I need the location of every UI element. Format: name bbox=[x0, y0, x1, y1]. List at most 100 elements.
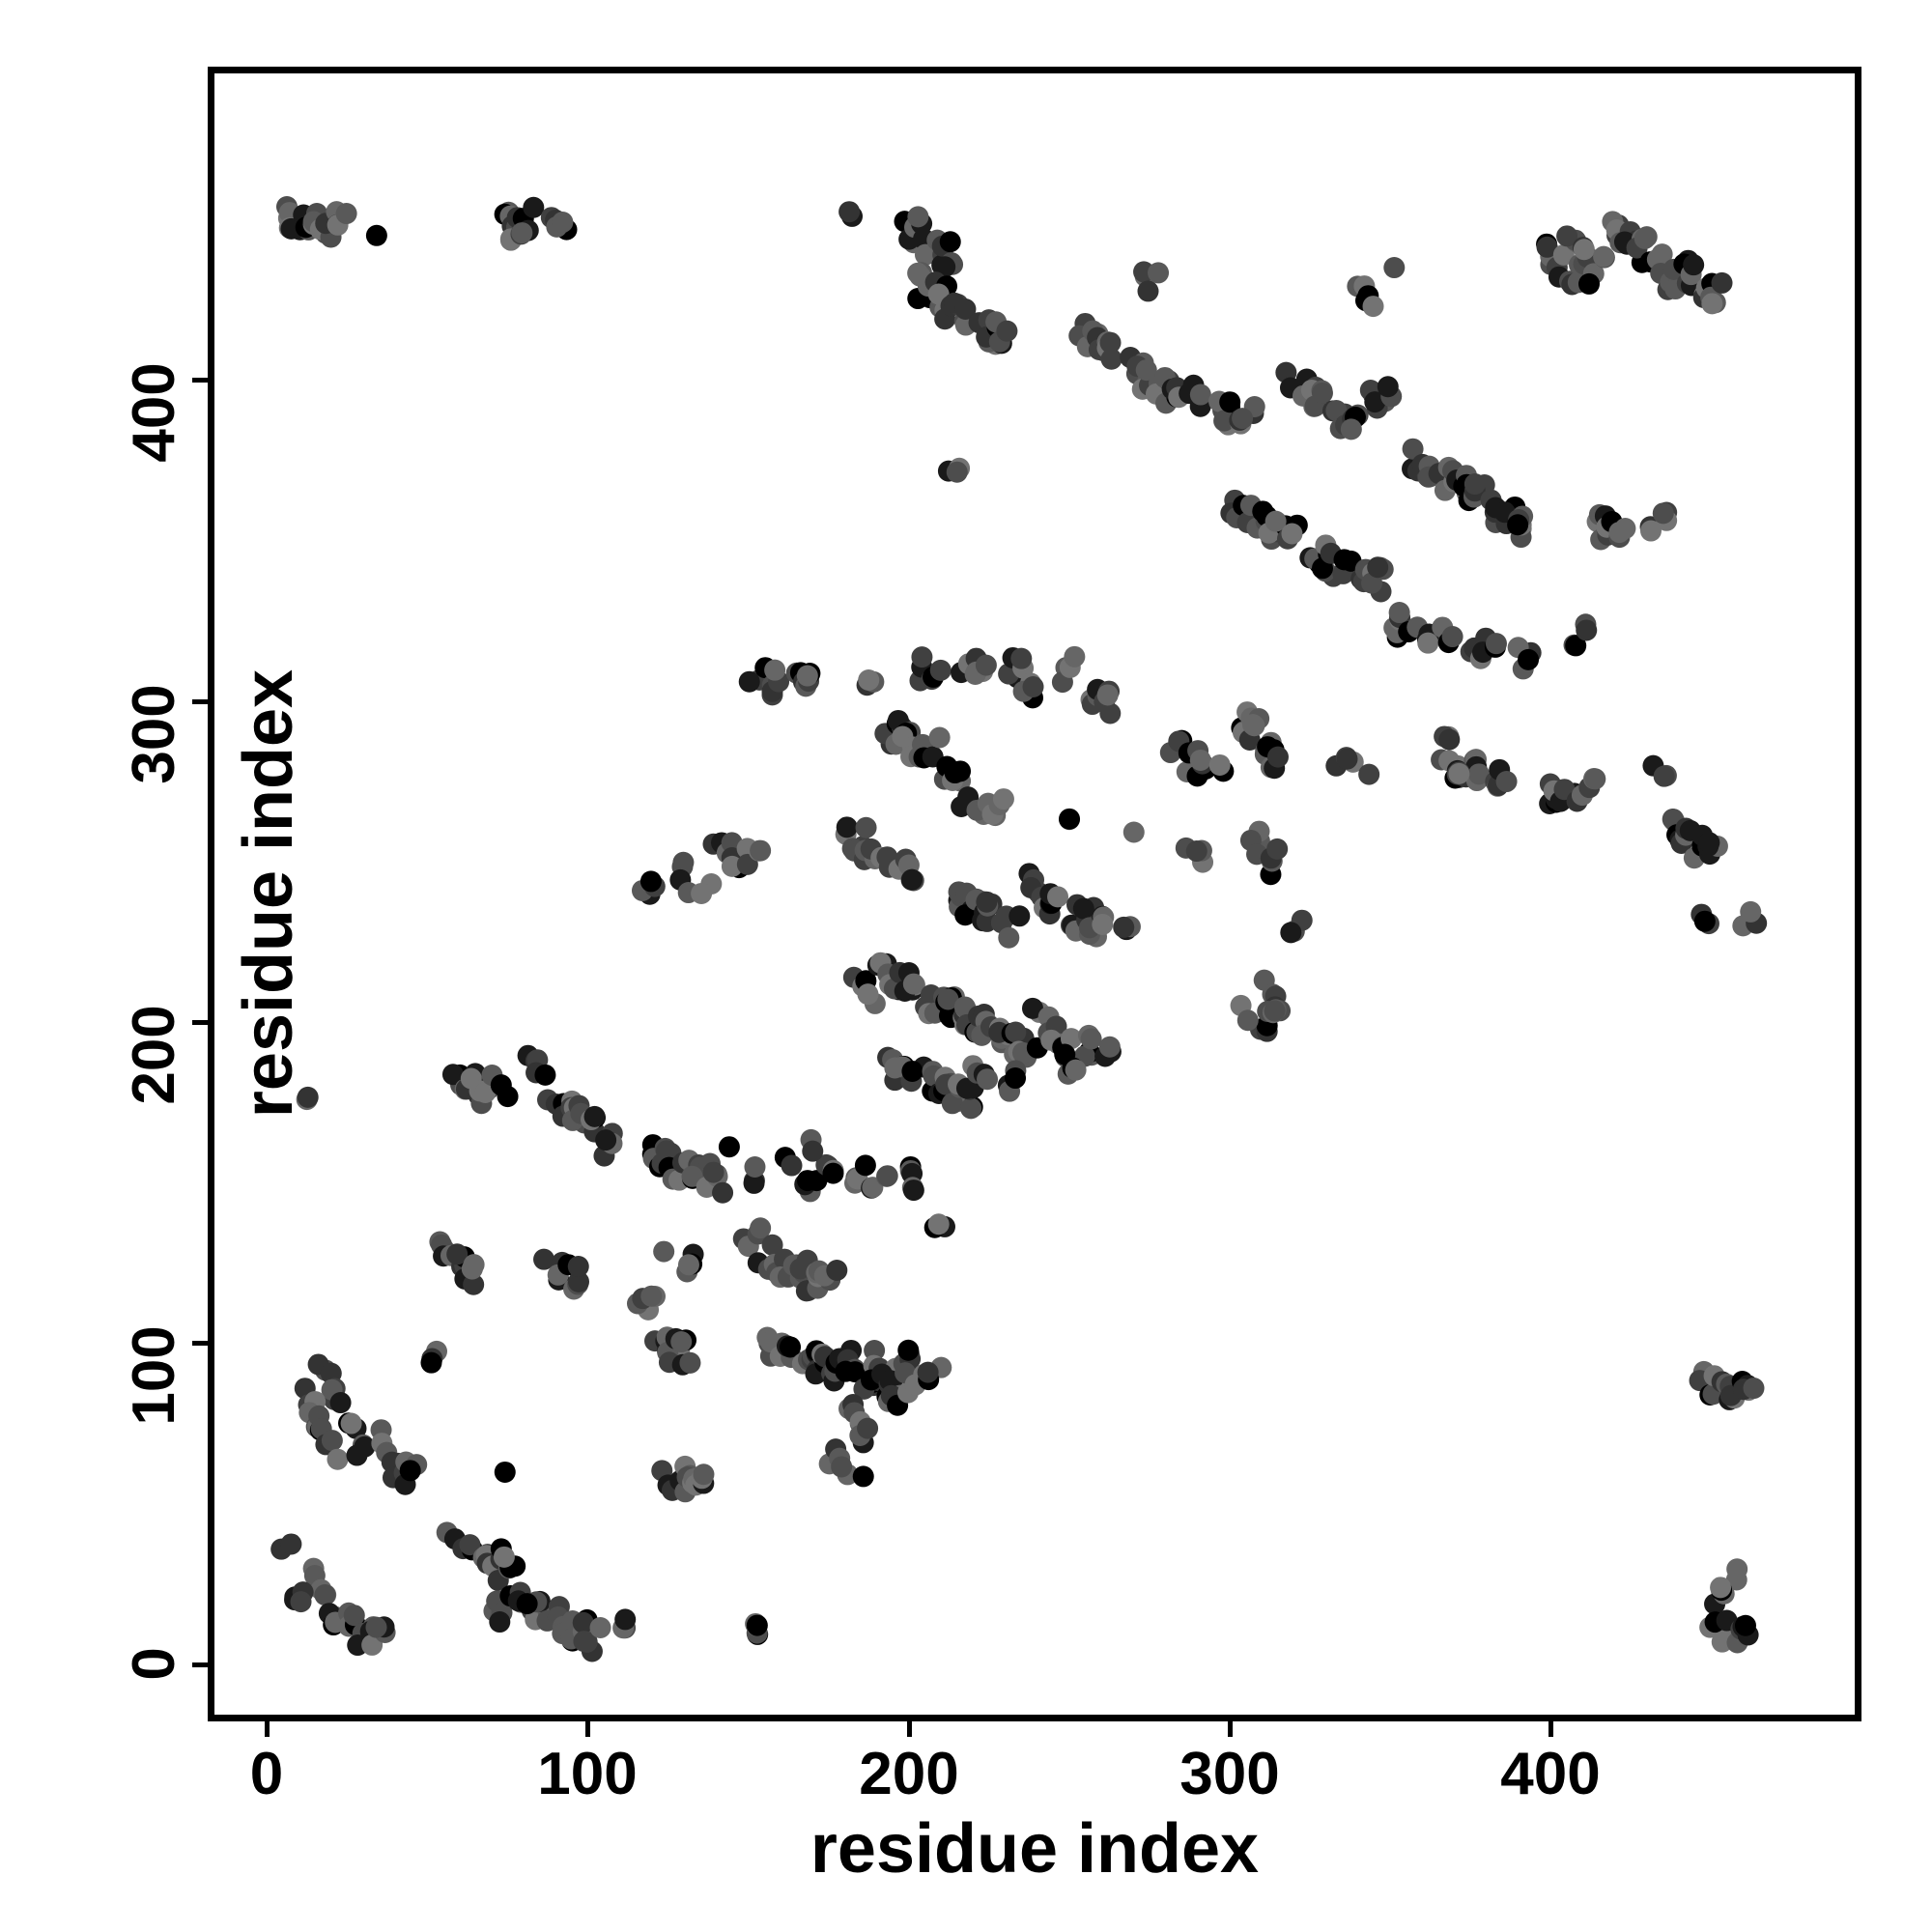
scatter-point bbox=[1584, 768, 1606, 790]
scatter-point bbox=[831, 1456, 853, 1478]
scatter-point bbox=[835, 1360, 857, 1382]
scatter-point bbox=[516, 1593, 538, 1615]
scatter-point bbox=[1266, 838, 1289, 860]
ytick-label: 100 bbox=[121, 1325, 188, 1426]
scatter-point bbox=[1072, 897, 1094, 920]
scatter-point bbox=[941, 1093, 963, 1115]
scatter-point bbox=[1336, 748, 1358, 770]
scatter-point bbox=[1711, 1631, 1733, 1653]
scatter-point bbox=[1266, 746, 1289, 768]
scatter-point bbox=[852, 1465, 874, 1488]
scatter-point bbox=[1495, 771, 1518, 793]
scatter-point bbox=[1573, 239, 1595, 261]
scatter-point bbox=[677, 1254, 699, 1276]
scatter-point bbox=[280, 1533, 302, 1555]
scatter-point bbox=[702, 1161, 724, 1183]
scatter-point bbox=[1009, 905, 1031, 927]
scatter-point bbox=[1213, 410, 1236, 432]
scatter-point bbox=[761, 1234, 783, 1256]
scatter-point bbox=[567, 1256, 589, 1278]
scatter-point bbox=[939, 231, 961, 253]
xtick-label: 200 bbox=[859, 1741, 959, 1807]
scatter-point bbox=[639, 870, 662, 893]
scatter-point bbox=[1098, 1036, 1121, 1058]
scatter-point bbox=[1383, 257, 1406, 279]
scatter-point bbox=[1137, 280, 1159, 302]
scatter-point bbox=[446, 1243, 469, 1265]
scatter-point bbox=[1743, 1378, 1765, 1400]
scatter-point bbox=[693, 1463, 715, 1486]
scatter-point bbox=[907, 206, 929, 228]
scatter-point bbox=[329, 1392, 352, 1414]
scatter-point bbox=[1333, 549, 1355, 571]
scatter-point bbox=[1208, 753, 1231, 776]
scatter-point bbox=[1485, 633, 1507, 655]
scatter-point bbox=[1100, 348, 1122, 370]
scatter-point bbox=[441, 1064, 464, 1086]
scatter-point bbox=[1280, 922, 1302, 944]
scatter-point bbox=[902, 973, 924, 995]
plot-frame bbox=[208, 67, 1861, 1721]
scatter-point bbox=[864, 1339, 886, 1361]
scatter-point bbox=[1507, 514, 1529, 536]
scatter-point bbox=[1448, 762, 1470, 784]
scatter-point bbox=[960, 1097, 982, 1120]
scatter-point bbox=[1362, 296, 1384, 318]
scatter-point bbox=[1232, 408, 1254, 430]
scatter-point bbox=[399, 1460, 421, 1482]
scatter-point bbox=[1096, 684, 1119, 706]
scatter-point bbox=[858, 668, 880, 691]
scatter-point bbox=[1740, 900, 1762, 923]
scatter-point bbox=[640, 1285, 663, 1307]
scatter-point bbox=[1358, 763, 1380, 785]
scatter-point bbox=[998, 926, 1020, 949]
scatter-point bbox=[327, 1448, 349, 1470]
scatter-point bbox=[780, 1336, 802, 1358]
scatter-point bbox=[822, 1162, 844, 1184]
scatter-point bbox=[1092, 913, 1114, 935]
ytick-mark bbox=[192, 699, 208, 704]
scatter-point bbox=[343, 1605, 365, 1627]
scatter-point bbox=[1059, 808, 1081, 830]
scatter-point bbox=[914, 243, 936, 266]
scatter-point bbox=[855, 816, 877, 838]
scatter-point bbox=[681, 1165, 703, 1187]
scatter-point bbox=[1264, 1000, 1286, 1022]
scatter-point bbox=[1064, 645, 1086, 668]
scatter-point bbox=[1189, 749, 1211, 771]
scatter-point bbox=[1185, 840, 1208, 863]
scatter-point bbox=[1022, 675, 1044, 697]
xtick-mark bbox=[1548, 1721, 1553, 1737]
scatter-point bbox=[721, 855, 743, 877]
scatter-point bbox=[1367, 556, 1389, 579]
scatter-point bbox=[1005, 1067, 1027, 1090]
scatter-point bbox=[1364, 391, 1386, 413]
scatter-point bbox=[854, 1154, 876, 1177]
scatter-point bbox=[340, 1412, 362, 1435]
scatter-point bbox=[493, 1546, 515, 1568]
scatter-point bbox=[1080, 1028, 1102, 1050]
scatter-point bbox=[743, 1172, 765, 1194]
scatter-point bbox=[1683, 254, 1705, 276]
scatter-point bbox=[1236, 1009, 1259, 1032]
scatter-point bbox=[1242, 714, 1264, 736]
scatter-point bbox=[653, 1240, 675, 1263]
scatter-point bbox=[290, 1591, 312, 1613]
scatter-point bbox=[712, 1181, 734, 1204]
ytick-label: 0 bbox=[121, 1647, 188, 1681]
scatter-point bbox=[1065, 1059, 1087, 1081]
scatter-point bbox=[975, 654, 997, 676]
scatter-point bbox=[1639, 520, 1662, 542]
y-axis-title: residue index bbox=[230, 668, 308, 1119]
scatter-point bbox=[1388, 602, 1410, 624]
scatter-point bbox=[463, 1273, 485, 1295]
scatter-point bbox=[321, 1430, 343, 1452]
scatter-point bbox=[876, 1165, 898, 1187]
scatter-point bbox=[552, 212, 574, 234]
scatter-point bbox=[691, 882, 713, 904]
scatter-point bbox=[838, 201, 861, 223]
scatter-point bbox=[589, 1616, 611, 1638]
scatter-point bbox=[1556, 225, 1578, 247]
x-axis-title: residue index bbox=[810, 1810, 1260, 1888]
scatter-point bbox=[1565, 635, 1587, 657]
